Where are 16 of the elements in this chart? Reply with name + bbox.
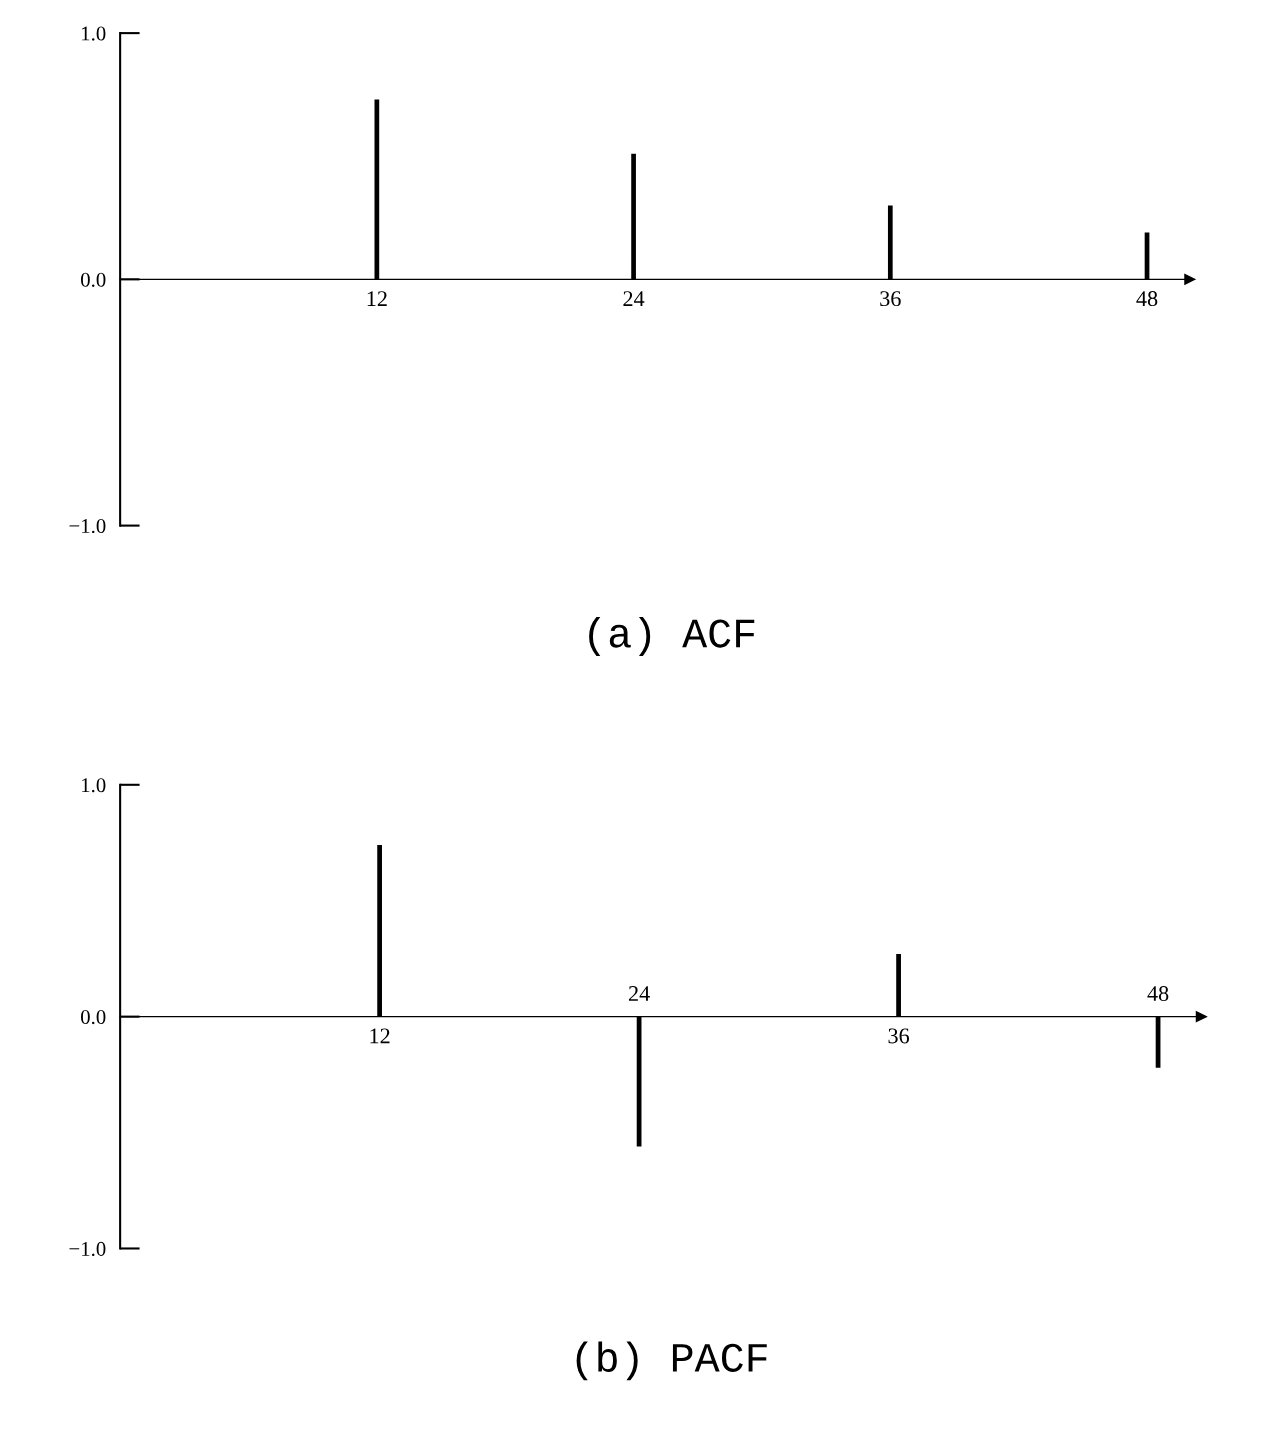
- y-tick-label: 0.0: [81, 1010, 106, 1025]
- x-tick-label: 24: [623, 291, 645, 306]
- annotation: 24: [628, 986, 650, 1001]
- y-tick-label: −1.0: [69, 1241, 106, 1256]
- x-tick-label: 48: [1136, 291, 1158, 307]
- y-tick-label: 1.0: [82, 26, 106, 41]
- y-tick-label: 0.0: [81, 272, 106, 287]
- text: (a) ACF: [589, 617, 755, 656]
- y-tick-label: −1.0: [69, 518, 106, 534]
- y-tick-label: 1.0: [82, 778, 106, 793]
- x-tick-label: 36: [880, 291, 901, 307]
- text: (b) PACF: [576, 1341, 767, 1381]
- x-tick-label: 36: [888, 1028, 910, 1044]
- annotation: 48: [1147, 986, 1169, 1002]
- x-tick-label: 12: [370, 1028, 390, 1044]
- x-tick-label: 12: [367, 291, 387, 306]
